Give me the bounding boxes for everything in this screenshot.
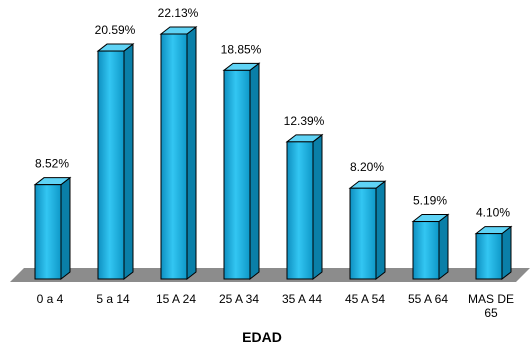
bar-front	[475, 233, 503, 280]
bar-2: 20.59%	[95, 23, 136, 281]
bar-8: 4.10%	[474, 206, 513, 281]
bar-front	[160, 33, 188, 280]
tick-label: 25 A 34	[219, 292, 259, 306]
bar-front	[286, 141, 314, 280]
bar-side	[312, 133, 323, 281]
data-label: 8.52%	[35, 157, 69, 171]
bar-front	[349, 187, 377, 280]
bar-side	[186, 25, 197, 281]
bar-6: 8.20%	[348, 160, 387, 281]
tick-label: 35 A 44	[282, 292, 322, 306]
bar-5: 12.39%	[284, 114, 325, 281]
bar-front	[34, 184, 62, 280]
tick-labels-group: 0 a 4 5 a 14 15 A 24 25 A 34 35 A 44 45 A 54 5…	[37, 292, 514, 320]
tick-label: 45 A 54	[345, 292, 385, 306]
chart-floor	[10, 268, 530, 282]
tick-label: 55 A 64	[408, 292, 448, 306]
bar-front	[97, 50, 125, 280]
bar-7: 5.19%	[411, 194, 450, 281]
data-label: 8.20%	[350, 160, 384, 174]
data-label: 12.39%	[284, 114, 325, 128]
bar-front	[412, 221, 440, 280]
bar-front	[223, 69, 251, 280]
tick-label: 5 a 14	[96, 292, 130, 306]
tick-label: MAS DE 65	[468, 292, 514, 320]
tick-label: 15 A 24	[156, 292, 196, 306]
tick-label: 0 a 4	[37, 292, 64, 306]
data-label: 4.10%	[476, 206, 510, 220]
data-label: 20.59%	[95, 23, 136, 37]
bar-side	[438, 213, 449, 281]
bar-side	[249, 62, 260, 281]
data-label: 18.85%	[221, 42, 262, 56]
x-axis-title: EDAD	[242, 329, 282, 345]
data-label: 5.19%	[413, 194, 447, 208]
bar-3: 22.13%	[158, 6, 199, 281]
bars-group: 8.52% 20.59% 22.13% 18.85% 12.39% 8.20% 5.19% 4…	[33, 6, 513, 281]
bar-side	[123, 43, 134, 281]
bar-side	[60, 176, 71, 281]
bar-side	[375, 180, 386, 281]
bar-4: 18.85%	[221, 42, 262, 281]
data-label: 22.13%	[158, 6, 199, 20]
bar-1: 8.52%	[33, 157, 72, 281]
bar-side	[501, 225, 512, 281]
